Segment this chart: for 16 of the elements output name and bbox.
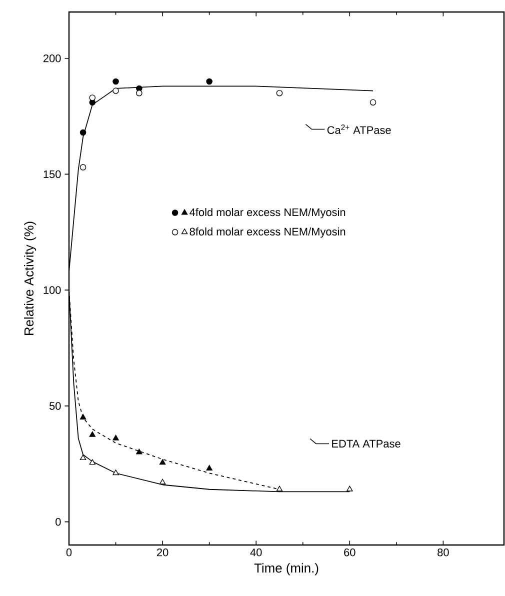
legend-label: 4fold molar excess NEM/Myosin — [190, 208, 346, 218]
x-tick-label: 20 — [157, 548, 168, 556]
x-axis-title: Time (min.) — [254, 563, 318, 576]
y-tick-label: 150 — [44, 170, 61, 178]
y-tick-label: 100 — [44, 286, 61, 294]
x-tick-label: 40 — [250, 548, 262, 556]
legend-label: 8fold molar excess NEM/Myosin — [190, 227, 346, 238]
x-tick-label: 60 — [344, 548, 356, 556]
y-tick-label: 200 — [43, 54, 61, 62]
y-axis-title: Relative Activity (%) — [24, 222, 36, 336]
x-tick-label: 80 — [438, 548, 449, 556]
y-tick-label: 50 — [49, 402, 61, 410]
annotation: EDTA ATPase — [332, 440, 400, 448]
annotation: Ca$^{2+}$ ATPase — [327, 124, 391, 134]
y-tick-label: 0 — [56, 518, 61, 526]
x-tick-label: 0 — [66, 548, 72, 556]
